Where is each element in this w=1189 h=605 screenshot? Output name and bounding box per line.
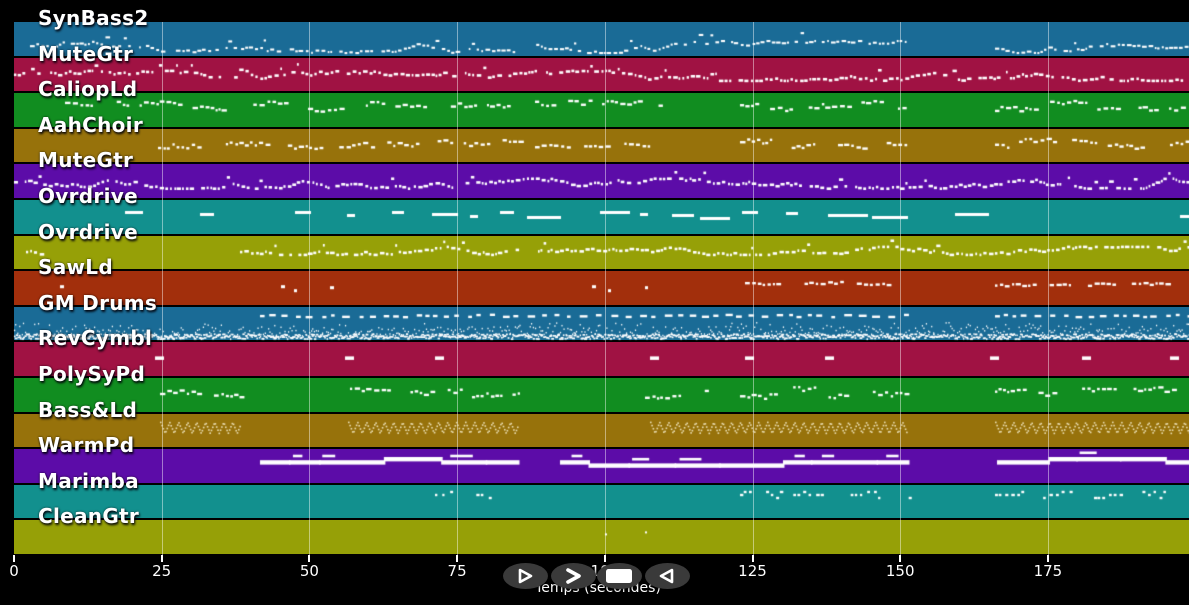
track-band (14, 164, 1189, 198)
track-label: SynBass2 (38, 6, 149, 30)
axis-tick-label: 50 (299, 562, 319, 580)
axis-tick-label: 175 (1033, 562, 1063, 580)
track-band (14, 342, 1189, 376)
axis-tick (899, 555, 902, 562)
axis-tick (456, 555, 459, 562)
track-label: SawLd (38, 255, 113, 280)
rewind-button[interactable] (644, 563, 690, 589)
track-band (14, 484, 1189, 519)
stop-icon (605, 568, 633, 584)
play-button[interactable] (502, 563, 548, 589)
track-label: Ovrdrive (38, 219, 138, 244)
axis-tick (1046, 555, 1049, 562)
gridline (900, 22, 902, 556)
gridline (604, 22, 606, 556)
track-label: PolySyPd (38, 362, 146, 386)
track-label: GM Drums (38, 290, 158, 315)
axis-tick (13, 555, 15, 562)
track-label: CaliopLd (38, 77, 138, 102)
track-band (14, 128, 1189, 163)
track-band (14, 235, 1189, 270)
track-band (14, 22, 1189, 56)
track-label: AahChoir (38, 112, 143, 137)
track-band (14, 520, 1189, 554)
gridline (752, 22, 754, 556)
track-band (14, 378, 1189, 412)
gridline (1047, 22, 1049, 556)
track-band (14, 93, 1189, 127)
track-label: WarmPd (38, 433, 135, 458)
track-band (14, 449, 1189, 483)
track-band (14, 306, 1189, 341)
axis-tick-label: 0 (9, 562, 19, 580)
track-band (14, 200, 1189, 234)
track-label: MuteGtr (38, 148, 134, 173)
axis-tick-label: 125 (738, 562, 767, 580)
track-label: Bass&Ld (38, 397, 138, 422)
gridline (161, 22, 163, 556)
track-band (14, 413, 1189, 448)
track-band (14, 271, 1189, 305)
gridline (309, 22, 311, 556)
track-label: Marimba (38, 468, 139, 493)
axis-tick (603, 555, 606, 562)
track-label: RevCymbl (38, 326, 153, 351)
axis-tick (308, 555, 311, 562)
rewind-outline-icon (656, 567, 678, 585)
gridline (457, 22, 459, 556)
axis-tick-label: 150 (885, 562, 915, 580)
axis-tick-label: 75 (447, 562, 467, 580)
track-label: MuteGtr (38, 41, 134, 66)
track-band (14, 57, 1189, 92)
play-outline-icon (514, 567, 536, 585)
fast-forward-icon (562, 567, 584, 585)
track-label: CleanGtr (38, 504, 140, 529)
axis-tick (751, 555, 754, 562)
axis-tick (160, 555, 163, 562)
fast-forward-button[interactable] (550, 563, 596, 589)
axis-tick-label: 25 (152, 562, 172, 580)
stop-button[interactable] (596, 563, 642, 589)
track-label: Ovrdrive (38, 184, 138, 208)
